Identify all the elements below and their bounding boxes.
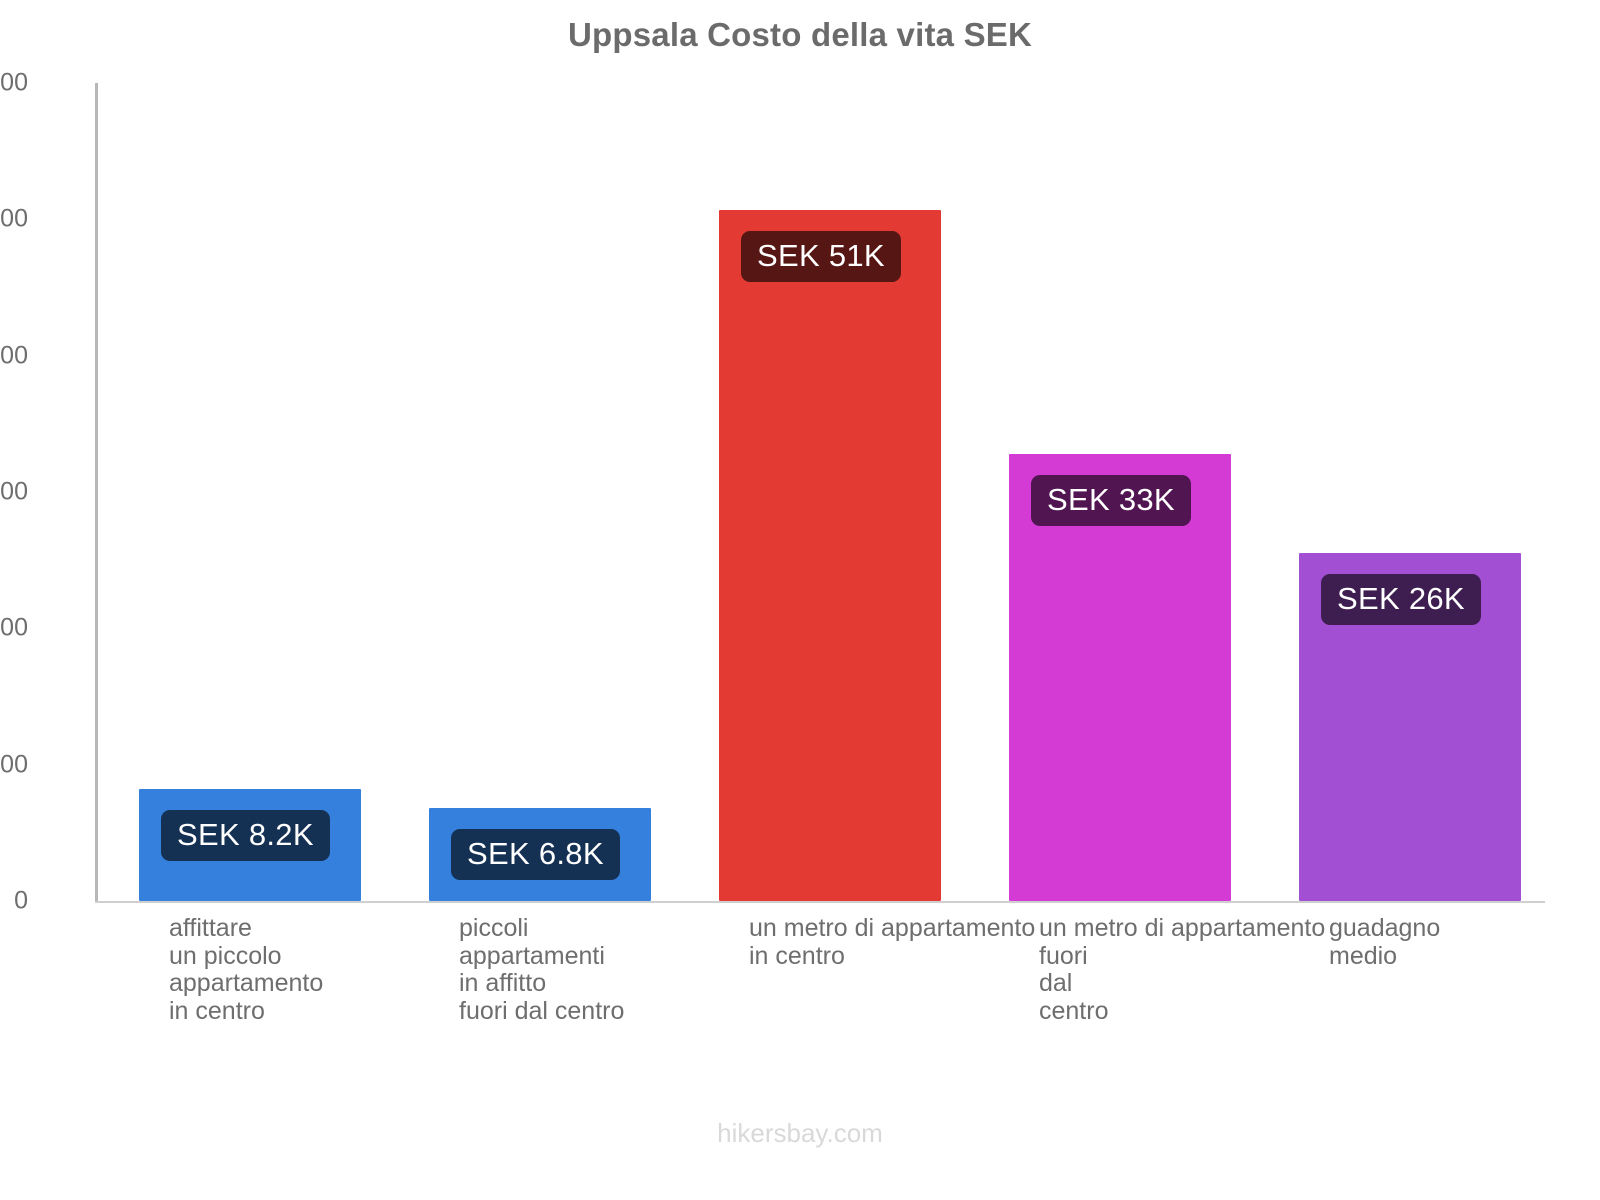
x-axis-line [95,901,1545,903]
bar-group[interactable]: SEK 33K [1009,83,1231,901]
y-axis-tick-label: 0 [14,886,28,915]
bar-value-label: SEK 33K [1031,474,1191,526]
y-axis-tick-20000: 20000 [0,614,28,643]
y-axis-tick-label: 20000 [0,613,28,642]
y-axis-tick-label: 50000 [0,204,28,233]
chart-title: Uppsala Costo della vita SEK [567,16,1033,53]
y-axis-line [95,83,98,901]
y-axis-tick-10000: 10000 [0,750,28,779]
y-axis-tick-label: 60000 [0,68,28,97]
y-axis-tick-50000: 50000 [0,205,28,234]
y-axis-tick-60000: 60000 [0,69,28,98]
y-axis-tick-40000: 40000 [0,341,28,370]
bar-value-label: SEK 26K [1321,574,1481,626]
x-axis-category-label: un metro di appartamento fuori dal centr… [1039,914,1326,1025]
bar[interactable] [1009,453,1231,901]
x-axis-category-label: piccoli appartamenti in affitto fuori da… [459,914,625,1025]
y-axis-tick-30000: 30000 [0,478,28,507]
bar-value-label: SEK 6.8K [451,829,620,881]
y-axis-tick-label: 10000 [0,750,28,779]
attribution-footer: hikersbay.com [717,1118,883,1148]
bar-group[interactable]: SEK 26K [1299,83,1521,901]
bar-group[interactable]: SEK 51K [719,83,941,901]
y-axis-tick-label: 40000 [0,341,28,370]
x-axis-category-label: un metro di appartamento in centro [749,914,1036,970]
bar-value-label: SEK 51K [741,230,901,282]
x-axis-category-labels: affittare un piccolo appartamento in cen… [95,914,1545,1065]
bar-group[interactable]: SEK 6.8K [429,83,651,901]
plot-area: 0 10000 20000 30000 40000 50000 60000 SEK 8.2K… [0,69,1545,915]
x-axis-category-label: affittare un piccolo appartamento in cen… [169,914,324,1025]
y-axis-tick-label: 30000 [0,477,28,506]
bar[interactable] [719,209,941,901]
bar-series: SEK 8.2K SEK 6.8K SEK 51K SEK 33K SEK 26K [95,83,1545,901]
bar-group[interactable]: SEK 8.2K [139,83,361,901]
x-axis-category-label: guadagno medio [1329,914,1441,970]
bar-value-label: SEK 8.2K [161,810,330,862]
y-axis-tick-0: 0 [0,887,28,916]
